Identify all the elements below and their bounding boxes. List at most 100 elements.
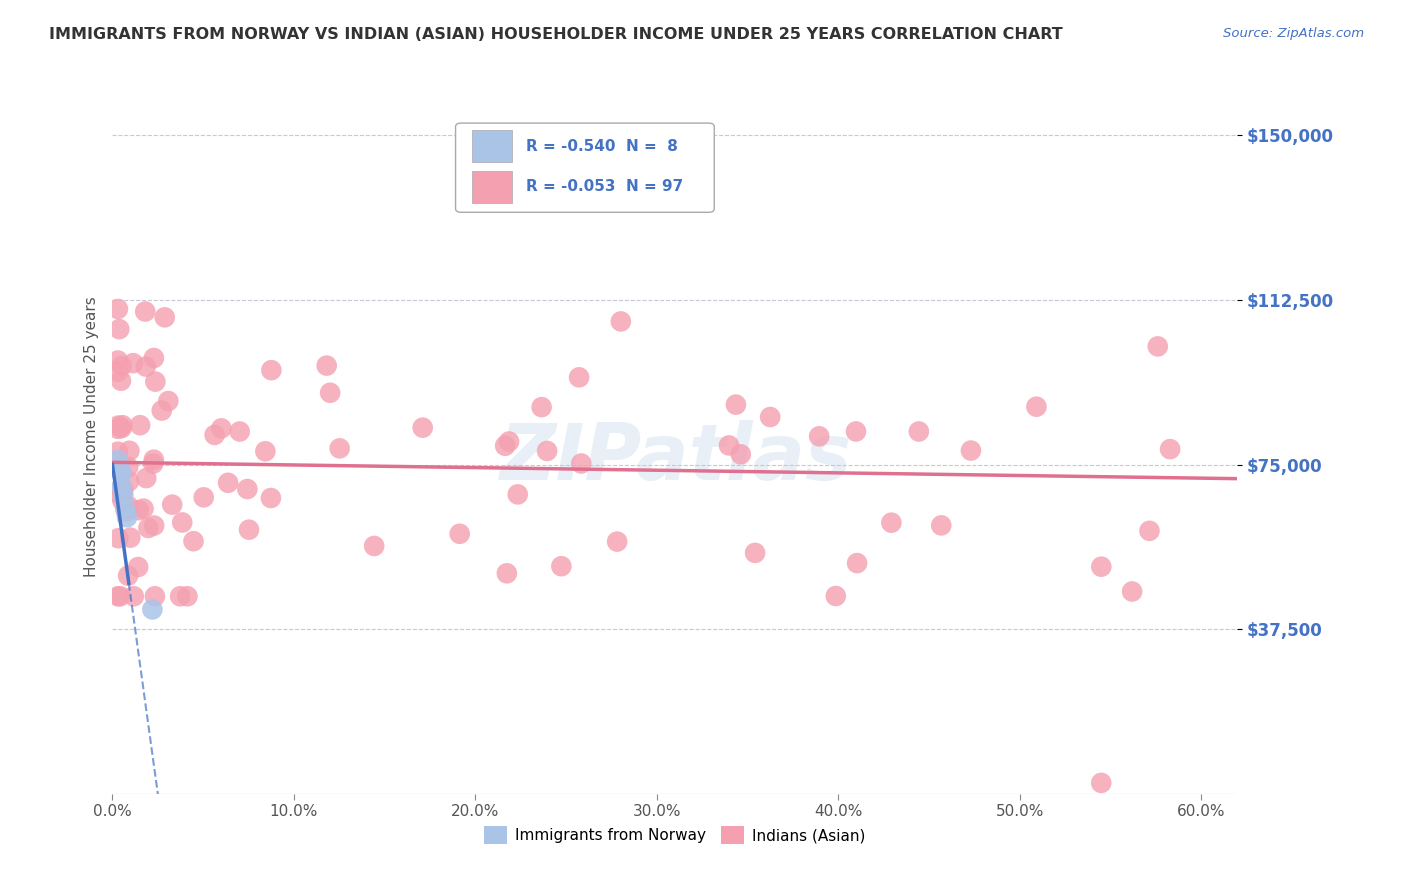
Point (107, 418, 129, 433)
Point (107, 365, 129, 379)
Point (107, 301, 129, 316)
Point (1025, 400, 1047, 414)
Text: R = -0.540  N =  8: R = -0.540 N = 8 (526, 139, 678, 153)
Point (110, 421, 132, 435)
Point (114, 501, 136, 516)
Point (111, 484, 134, 499)
Point (112, 483, 135, 497)
Point (606, 534, 628, 549)
Text: ZIPatlas: ZIPatlas (499, 420, 851, 497)
Point (880, 516, 903, 530)
Point (315, 359, 337, 373)
Point (412, 420, 434, 434)
FancyBboxPatch shape (472, 171, 512, 203)
Point (363, 539, 385, 553)
Point (744, 546, 766, 560)
Point (117, 460, 139, 475)
Point (1139, 524, 1161, 538)
Point (204, 428, 226, 442)
Point (150, 403, 173, 417)
Point (110, 479, 132, 493)
Point (118, 443, 141, 458)
Point (157, 394, 180, 409)
Point (808, 429, 831, 443)
Point (610, 314, 633, 328)
Point (110, 374, 132, 388)
Point (260, 363, 283, 377)
Point (107, 353, 129, 368)
Point (107, 444, 129, 458)
Point (111, 418, 134, 433)
Point (568, 370, 591, 384)
Point (717, 438, 740, 452)
Point (115, 504, 138, 518)
Point (145, 375, 167, 389)
Point (217, 475, 239, 490)
Point (908, 425, 931, 439)
Point (183, 534, 205, 549)
Point (118, 500, 141, 514)
Point (176, 589, 198, 603)
Point (929, 518, 952, 533)
Point (108, 462, 131, 476)
Point (115, 510, 138, 524)
Point (824, 589, 846, 603)
Point (118, 475, 141, 489)
Point (135, 359, 157, 374)
Point (134, 304, 156, 318)
Point (107, 589, 129, 603)
Point (107, 453, 129, 467)
Point (506, 487, 529, 501)
Point (329, 442, 352, 456)
Point (110, 467, 132, 481)
Point (111, 359, 134, 373)
Point (143, 518, 166, 533)
Point (319, 385, 342, 400)
Point (135, 471, 157, 485)
Point (569, 457, 592, 471)
Point (550, 559, 572, 574)
Point (112, 488, 135, 502)
Point (530, 400, 553, 414)
Point (153, 310, 176, 325)
Point (107, 422, 129, 436)
Point (172, 516, 194, 530)
Legend: Immigrants from Norway, Indians (Asian): Immigrants from Norway, Indians (Asian) (478, 820, 872, 850)
Text: IMMIGRANTS FROM NORWAY VS INDIAN (ASIAN) HOUSEHOLDER INCOME UNDER 25 YEARS CORRE: IMMIGRANTS FROM NORWAY VS INDIAN (ASIAN)… (49, 27, 1063, 42)
Point (449, 526, 471, 541)
Point (120, 531, 142, 545)
Point (160, 498, 183, 512)
Point (494, 439, 516, 453)
Point (193, 491, 215, 505)
Point (1146, 339, 1168, 353)
Point (111, 493, 134, 508)
Point (228, 425, 250, 439)
Point (143, 589, 166, 603)
Point (108, 589, 131, 603)
Point (759, 410, 782, 425)
Point (107, 531, 129, 545)
Point (1121, 584, 1143, 599)
Point (142, 351, 165, 365)
Point (108, 420, 131, 434)
Point (169, 589, 191, 603)
Point (142, 457, 165, 471)
Point (730, 447, 752, 461)
Point (236, 482, 259, 496)
Point (107, 486, 129, 500)
Point (132, 501, 155, 516)
Point (141, 602, 163, 616)
Point (724, 398, 747, 412)
Point (846, 556, 869, 570)
Point (142, 452, 165, 467)
Point (108, 322, 131, 336)
FancyBboxPatch shape (456, 123, 714, 212)
Point (254, 444, 277, 458)
Point (129, 418, 152, 433)
Point (536, 444, 558, 458)
Point (127, 560, 149, 574)
Point (122, 356, 145, 370)
FancyBboxPatch shape (472, 130, 512, 162)
Point (122, 589, 145, 603)
Point (238, 523, 260, 537)
